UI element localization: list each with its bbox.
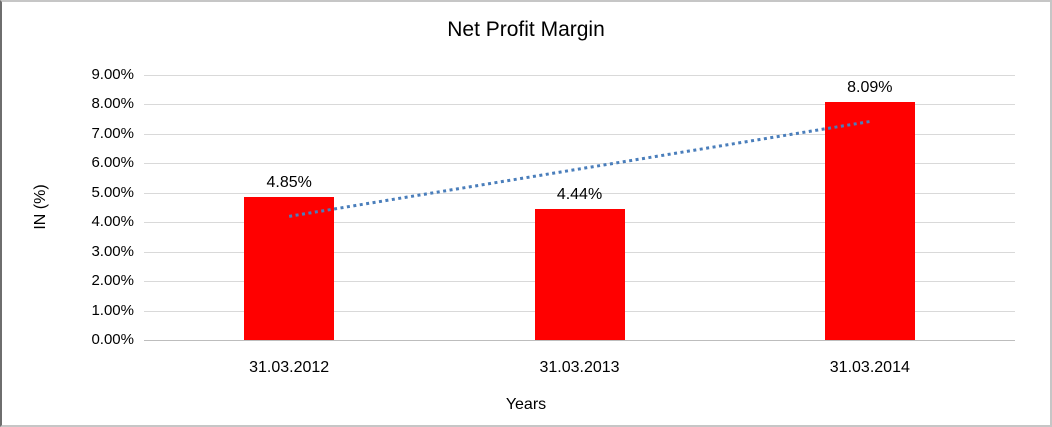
y-tick-label: 1.00% (91, 301, 134, 319)
y-tick-label: 0.00% (91, 331, 134, 348)
x-axis-line (144, 340, 1015, 341)
y-tick-label: 2.00% (91, 272, 134, 290)
chart-title: Net Profit Margin (447, 18, 605, 41)
gridline (144, 75, 1015, 76)
x-tick-label: 31.03.2013 (539, 359, 620, 376)
y-tick-label: 9.00% (91, 66, 134, 83)
x-tick-label: 31.03.2014 (829, 359, 910, 376)
bar (244, 197, 335, 340)
bar (824, 101, 915, 340)
y-tick-label: 3.00% (91, 242, 134, 260)
y-tick-label: 7.00% (91, 124, 134, 142)
bar (534, 209, 625, 340)
bar-data-label: 8.09% (847, 78, 893, 96)
y-tick-label: 4.00% (91, 213, 134, 231)
x-axis-title: Years (505, 396, 547, 413)
y-tick-label: 8.00% (91, 95, 134, 113)
x-tick-label: 31.03.2012 (249, 359, 330, 376)
plot-area: 9.00% 8.00% 7.00% 6.00% 5.00% 4.00% 3.00% 2.00%… (91, 66, 1015, 376)
bar-data-label: 4.85% (266, 174, 312, 192)
y-tick-label: 6.00% (91, 154, 134, 172)
bar-data-label: 4.44% (556, 186, 603, 204)
y-tick-label: 5.00% (91, 183, 134, 201)
gridline (144, 104, 1015, 106)
